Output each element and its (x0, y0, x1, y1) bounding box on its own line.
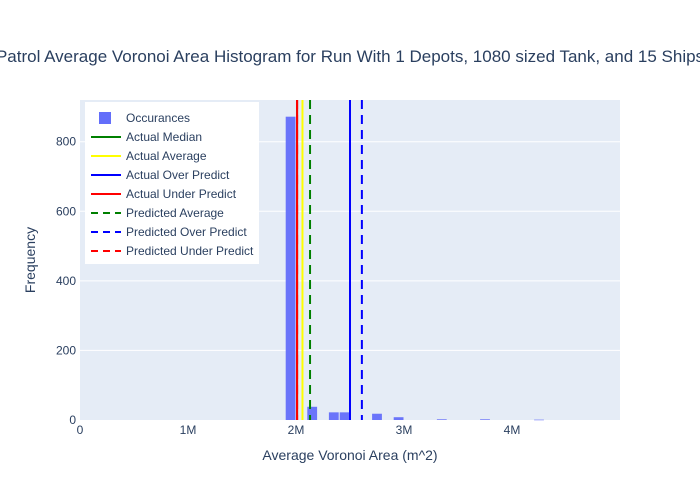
histogram-bar[interactable] (480, 419, 490, 420)
legend-label[interactable]: Predicted Average (126, 206, 224, 220)
y-tick-label: 800 (56, 135, 76, 149)
y-tick-label: 600 (56, 204, 76, 218)
histogram-bar[interactable] (307, 406, 318, 420)
x-tick-label: 1M (180, 423, 197, 437)
y-tick-label: 400 (56, 274, 76, 288)
legend[interactable]: Occurances Actual Median Actual Average Act… (85, 102, 259, 264)
legend-label[interactable]: Actual Under Predict (126, 187, 237, 201)
x-tick-label: 0 (77, 423, 84, 437)
legend-label[interactable]: Actual Average (126, 149, 207, 163)
legend-label[interactable]: Occurances (126, 111, 190, 125)
x-axis-ticks: 0 1M 2M 3M 4M (77, 423, 521, 437)
histogram-bar[interactable] (534, 419, 544, 421)
legend-label[interactable]: Predicted Under Predict (126, 244, 254, 258)
y-tick-label: 0 (69, 413, 76, 427)
histogram-bar[interactable] (436, 419, 447, 420)
reference-lines (296, 100, 363, 420)
legend-swatch (99, 112, 111, 124)
y-tick-label: 200 (56, 343, 76, 357)
y-axis-title: Frequency (22, 227, 38, 293)
legend-label[interactable]: Actual Over Predict (126, 168, 230, 182)
x-axis-title: Average Voronoi Area (m^2) (262, 447, 437, 463)
chart-title: Patrol Average Voronoi Area Histogram fo… (0, 47, 700, 66)
x-tick-label: 2M (288, 423, 305, 437)
histogram-bar[interactable] (393, 417, 404, 420)
histogram-bar[interactable] (372, 413, 382, 420)
legend-background (85, 102, 259, 264)
histogram-bar[interactable] (285, 116, 296, 421)
x-tick-label: 3M (396, 423, 413, 437)
histogram-bar[interactable] (339, 412, 350, 420)
legend-label[interactable]: Actual Median (126, 130, 202, 144)
legend-label[interactable]: Predicted Over Predict (126, 225, 247, 239)
y-axis-ticks: 0 200 400 600 800 (56, 135, 76, 427)
histogram-bars (285, 116, 544, 421)
histogram-bar[interactable] (328, 412, 339, 420)
x-tick-label: 4M (504, 423, 521, 437)
